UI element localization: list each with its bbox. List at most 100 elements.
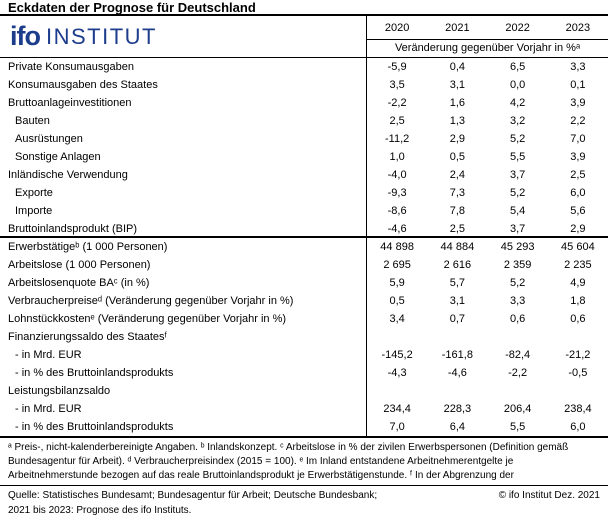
table-row: - in % des Bruttoinlandsprodukts 7,0 6,4 5,… <box>0 418 608 436</box>
footnote-line: Bundesagentur für Arbeit). ᵈ Verbraucher… <box>8 456 514 467</box>
footnotes: ᵃ Preis-, nicht-kalenderbereinigte Angab… <box>0 438 608 486</box>
cell-value: 3,7 <box>509 169 526 181</box>
cell-value: -21,2 <box>565 349 591 361</box>
table-header: ifo INSTITUT 2020 2021 2022 2023 Veränderun… <box>0 16 608 58</box>
cell-value: 2,5 <box>389 115 405 127</box>
copyright-text: © ifo Institut Dez. 2021 <box>498 490 600 501</box>
row-values: 3,5 3,1 0,0 0,1 <box>366 76 608 94</box>
cell-value: 0,4 <box>449 61 466 73</box>
cell-value: 3,9 <box>570 151 586 163</box>
cell-value: 2 235 <box>564 259 592 271</box>
cell-value: 7,0 <box>389 421 405 433</box>
cell-value: 44 898 <box>380 241 414 253</box>
row-label: Lohnstückkostenᵉ (Veränderung gegenüber … <box>8 313 287 325</box>
cell-value: -9,3 <box>387 187 407 199</box>
ifo-logo-text: ifo <box>10 21 41 51</box>
row-label: Erwerbstätigeᵇ (1 000 Personen) <box>8 241 168 253</box>
cell-value: 206,4 <box>503 403 532 415</box>
cell-value: 5,4 <box>509 205 526 217</box>
table-row: - in Mrd. EUR -145,2 -161,8 -82,4 -21,2 <box>0 346 608 364</box>
cell-value: 2 695 <box>383 259 411 271</box>
cell-value: 2,2 <box>570 115 586 127</box>
forecast-note-text: 2021 bis 2023: Prognose des ifo Institut… <box>8 505 192 516</box>
cell-value: 0,5 <box>449 151 466 163</box>
table-row: Exporte -9,3 7,3 5,2 6,0 <box>0 184 608 202</box>
institut-logo-text: INSTITUT <box>46 23 157 49</box>
table-row: Ausrüstungen -11,2 2,9 5,2 7,0 <box>0 130 608 148</box>
cell-value: 5,2 <box>509 277 526 289</box>
table-row: Bauten 2,5 1,3 3,2 2,2 <box>0 112 608 130</box>
table-row: - in Mrd. EUR 234,4 228,3 206,4 238,4 <box>0 400 608 418</box>
table-row: Finanzierungssaldo des Staatesᶠ <box>0 328 608 346</box>
cell-value: 0,5 <box>389 295 405 307</box>
cell-value: 4,9 <box>570 277 586 289</box>
row-values: 2 695 2 616 2 359 2 235 <box>366 256 608 274</box>
table-row: Importe -8,6 7,8 5,4 5,6 <box>0 202 608 220</box>
cell-value: 3,5 <box>389 79 405 91</box>
cell-value: 3,3 <box>509 295 526 307</box>
cell-value: 3,3 <box>570 61 586 73</box>
cell-value: 1,8 <box>570 295 586 307</box>
row-label: Exporte <box>15 187 53 199</box>
unit-header: Veränderung gegenüber Vorjahr in %ᵃ <box>394 42 581 54</box>
row-label: - in % des Bruttoinlandsprodukts <box>15 367 174 379</box>
cell-value: 45 604 <box>561 241 595 253</box>
row-label: Importe <box>15 205 53 217</box>
row-values: -145,2 -161,8 -82,4 -21,2 <box>366 346 608 364</box>
table-row: Verbraucherpreiseᵈ (Veränderung gegenübe… <box>0 292 608 310</box>
row-label: Konsumausgaben des Staates <box>8 79 158 91</box>
table-row: Erwerbstätigeᵇ (1 000 Personen) 44 898 44 … <box>0 238 608 256</box>
cell-value: 6,0 <box>570 421 586 433</box>
cell-value: 228,3 <box>443 403 472 415</box>
year-columns-header: 2020 2021 2022 2023 Veränderung gegenüber V… <box>366 16 608 57</box>
cell-value: 3,1 <box>449 79 466 91</box>
cell-value: -4,0 <box>387 169 407 181</box>
footnote-line: ᵃ Preis-, nicht-kalenderbereinigte Angab… <box>8 442 569 453</box>
cell-value: 0,0 <box>509 79 526 91</box>
cell-value <box>548 382 608 400</box>
cell-value: -2,2 <box>508 367 528 379</box>
ifo-institut-logo: ifo INSTITUT <box>0 16 366 57</box>
cell-value: 1,3 <box>449 115 466 127</box>
cell-value: 2,5 <box>449 223 466 235</box>
cell-value: 238,4 <box>564 403 592 415</box>
cell-value <box>488 328 548 346</box>
year-header-row: 2020 2021 2022 2023 <box>367 16 608 40</box>
row-label: Verbraucherpreiseᵈ (Veränderung gegenübe… <box>8 295 294 307</box>
cell-value <box>548 328 608 346</box>
cell-value: 0,6 <box>509 313 526 325</box>
cell-value <box>367 382 427 400</box>
cell-value: -5,9 <box>387 61 407 73</box>
cell-value <box>427 382 487 400</box>
cell-value: 0,6 <box>570 313 586 325</box>
row-label: Arbeitslose (1 000 Personen) <box>8 259 151 271</box>
cell-value: 234,4 <box>383 403 411 415</box>
row-values: 7,0 6,4 5,5 6,0 <box>366 418 608 436</box>
cell-value: 44 884 <box>440 241 475 253</box>
row-values: 1,0 0,5 5,5 3,9 <box>366 148 608 166</box>
cell-value: -4,6 <box>387 223 407 235</box>
cell-value: 5,5 <box>509 421 526 433</box>
cell-value: -8,6 <box>387 205 407 217</box>
cell-value: 6,4 <box>449 421 466 433</box>
table-row: Bruttoanlageinvestitionen -2,2 1,6 4,2 3,9 <box>0 94 608 112</box>
row-label: Ausrüstungen <box>15 133 83 145</box>
cell-value: 3,7 <box>509 223 526 235</box>
row-label: Bruttoinlandsprodukt (BIP) <box>8 223 138 235</box>
table-row: Arbeitslose (1 000 Personen) 2 695 2 616 2 … <box>0 256 608 274</box>
cell-value: 2,9 <box>570 223 586 235</box>
row-values: 5,9 5,7 5,2 4,9 <box>366 274 608 292</box>
row-values: 2,5 1,3 3,2 2,2 <box>366 112 608 130</box>
row-values: 0,5 3,1 3,3 1,8 <box>366 292 608 310</box>
cell-value: 3,1 <box>449 295 466 307</box>
row-label: Bruttoanlageinvestitionen <box>8 97 132 109</box>
cell-value: 1,0 <box>389 151 405 163</box>
row-values: -2,2 1,6 4,2 3,9 <box>366 94 608 112</box>
cell-value <box>367 328 427 346</box>
cell-value: 5,5 <box>509 151 526 163</box>
row-label: Sonstige Anlagen <box>15 151 101 163</box>
cell-value: 6,0 <box>570 187 586 199</box>
cell-value: 2 616 <box>443 259 472 271</box>
cell-value: -145,2 <box>381 349 413 361</box>
row-values: -8,6 7,8 5,4 5,6 <box>366 202 608 220</box>
